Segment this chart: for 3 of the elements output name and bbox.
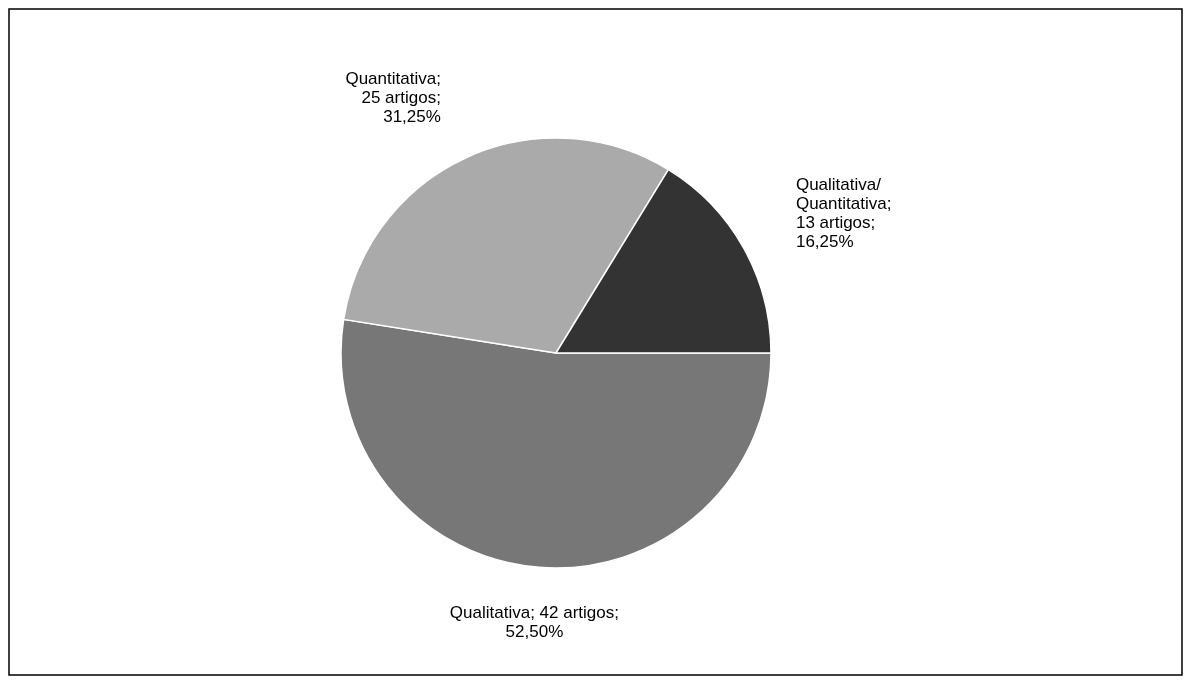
slice-label: Qualitativa/Quantitativa; 13 artigos; 16,25% (795, 175, 892, 252)
slice-label: Qualitativa; 42 artigos; 52,50% (449, 602, 619, 641)
slice-label: Quantitativa; 25 artigos; 31,25% (345, 69, 441, 127)
